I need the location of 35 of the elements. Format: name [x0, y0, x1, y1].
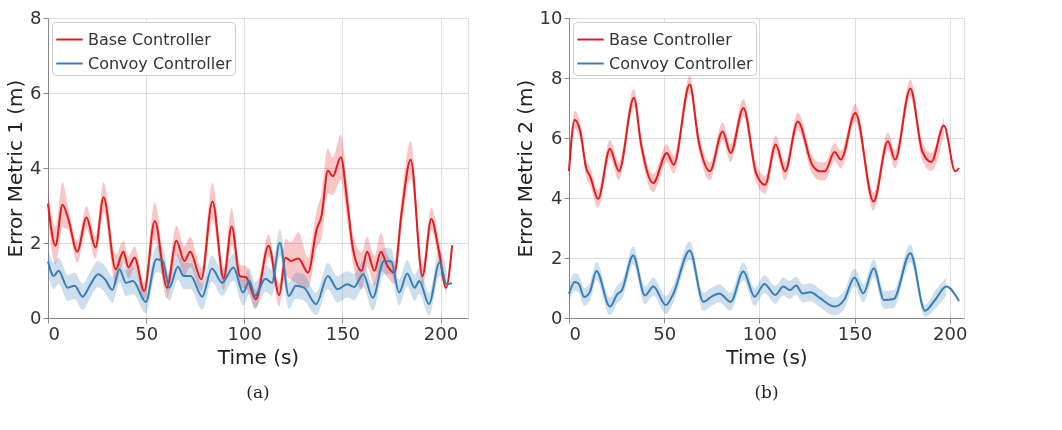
- y-tick-label: 0: [30, 306, 42, 328]
- legend-label: Base Controller: [609, 29, 733, 49]
- x-tick-label: 200: [933, 322, 968, 344]
- y-tick-label: 4: [551, 186, 563, 208]
- line-series: [568, 83, 961, 203]
- line-series: [47, 156, 454, 301]
- legend-label: Convoy Controller: [88, 53, 233, 73]
- text: (a): [246, 382, 270, 402]
- x-tick-label: 200: [423, 322, 459, 344]
- x-tick-label: 0: [569, 322, 581, 344]
- x-axis-title: Time (s): [725, 344, 808, 369]
- line-series: [47, 241, 454, 306]
- x-tick-label: 150: [325, 322, 361, 344]
- y-tick-label: 2: [30, 231, 42, 253]
- x-tick-label: 50: [653, 322, 677, 344]
- x-tick-label: 50: [135, 322, 159, 344]
- x-tick-label: 100: [227, 322, 262, 344]
- x-tick-label: 150: [837, 322, 873, 344]
- y-tick-label: 4: [30, 156, 42, 178]
- y-tick-label: 6: [551, 126, 563, 148]
- x-axis-title: Time (s): [216, 344, 300, 369]
- x-tick-label: 100: [742, 322, 778, 344]
- y-tick-label: 10: [539, 6, 563, 28]
- y-axis-title: Error Metric 2 (m): [512, 79, 537, 258]
- x-tick-label: 0: [48, 322, 60, 344]
- legend-label: Base Controller: [88, 29, 212, 49]
- y-axis-title: Error Metric 1 (m): [3, 79, 28, 258]
- y-tick-label: 8: [30, 6, 42, 28]
- text: (b): [754, 382, 779, 402]
- y-tick-label: 2: [551, 246, 563, 268]
- y-tick-label: 6: [30, 81, 42, 103]
- y-tick-label: 0: [551, 306, 563, 328]
- line-series: [568, 249, 961, 312]
- legend-label: Convoy Controller: [609, 53, 754, 73]
- y-tick-label: 8: [551, 66, 563, 88]
